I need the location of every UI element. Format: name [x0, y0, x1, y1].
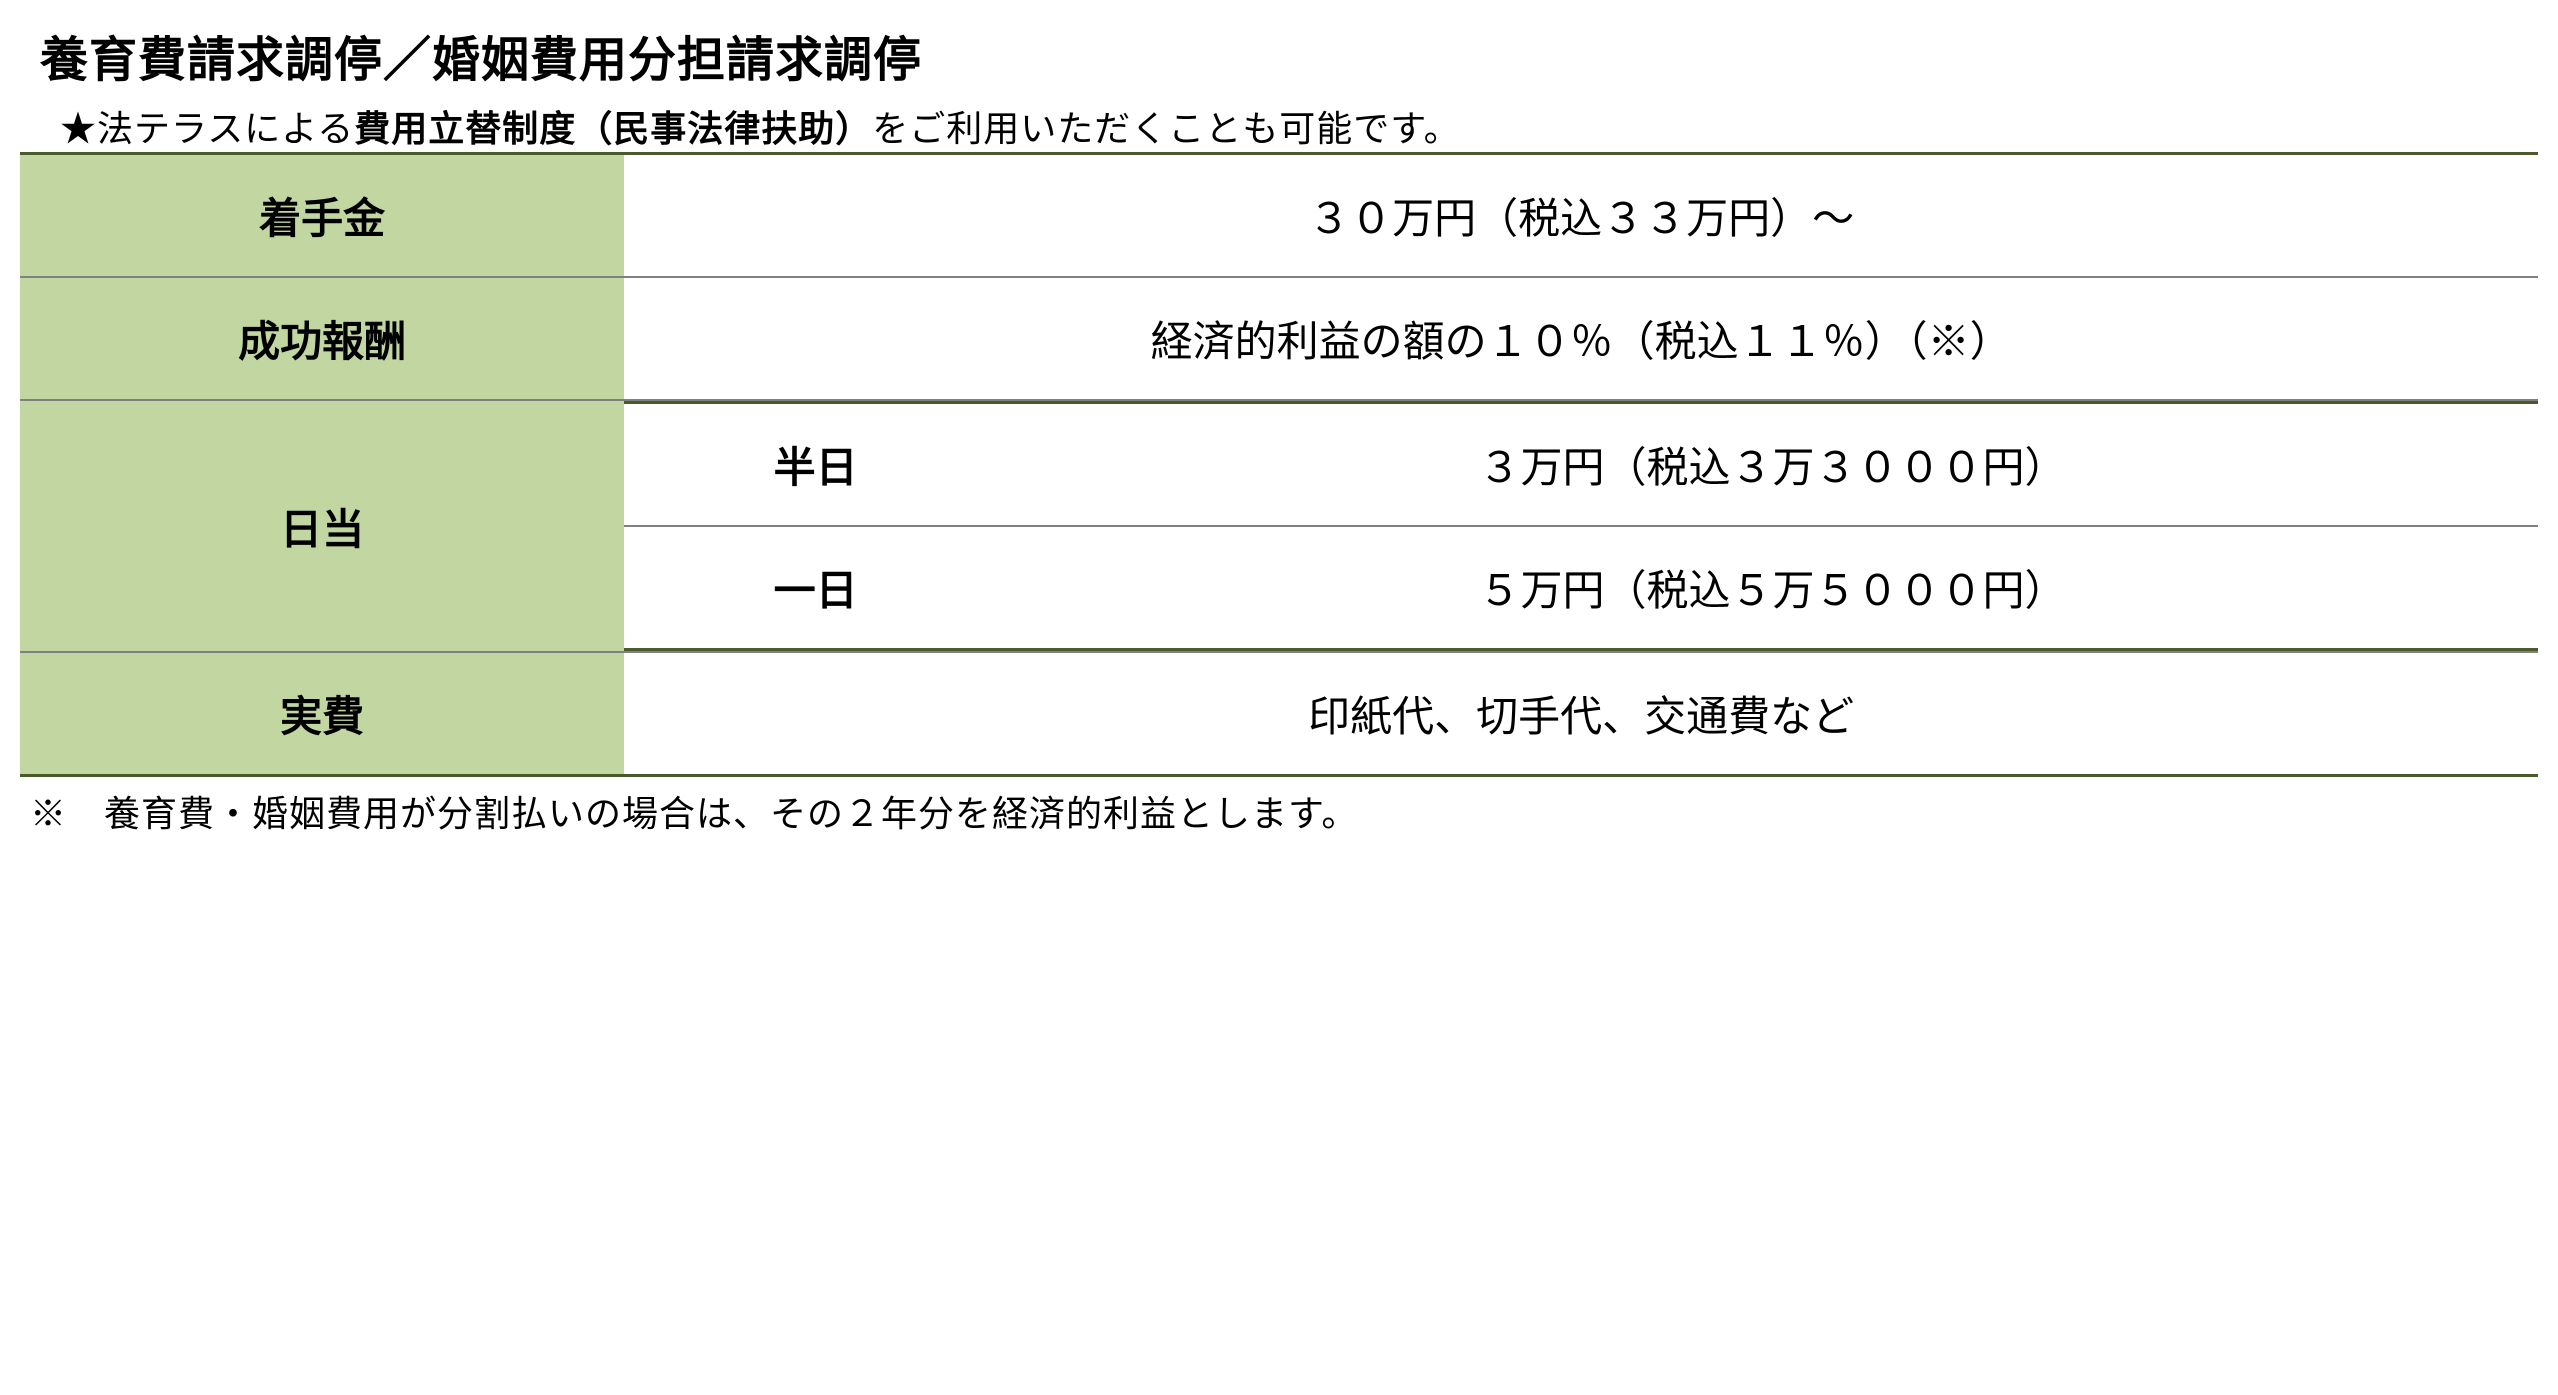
subrow-value: ５万円（税込５万５０００円） — [1007, 526, 2538, 650]
subtitle-prefix: ★法テラスによる — [60, 108, 354, 149]
subrow-label: 半日 — [624, 403, 1007, 527]
row-label: 着手金 — [20, 154, 624, 278]
row-label: 実費 — [20, 652, 624, 776]
fee-table: 着手金 ３０万円（税込３３万円）～ 成功報酬 経済的利益の額の１０％（税込１１％… — [20, 152, 2538, 777]
subrow-value: ３万円（税込３万３０００円） — [1007, 403, 2538, 527]
subrow-label: 一日 — [624, 526, 1007, 650]
footnote: ※ 養育費・婚姻費用が分割払いの場合は、その２年分を経済的利益とします。 — [30, 785, 2538, 837]
row-value: 印紙代、切手代、交通費など — [624, 652, 2538, 776]
table-row: 着手金 ３０万円（税込３３万円）～ — [20, 154, 2538, 278]
subtitle: ★法テラスによる費用立替制度（民事法律扶助）をご利用いただくことも可能です。 — [60, 100, 2538, 152]
subtitle-bold: 費用立替制度（民事法律扶助） — [354, 108, 872, 149]
table-row: 成功報酬 経済的利益の額の１０％（税込１１％）（※） — [20, 277, 2538, 400]
table-row: 日当 半日 ３万円（税込３万３０００円） 一日 ５万円（税込５万５０００円） — [20, 400, 2538, 652]
subrow-table: 半日 ３万円（税込３万３０００円） 一日 ５万円（税込５万５０００円） — [624, 401, 2538, 651]
table-subrow: 半日 ３万円（税込３万３０００円） — [624, 403, 2538, 527]
row-label: 成功報酬 — [20, 277, 624, 400]
subtitle-suffix: をご利用いただくことも可能です。 — [872, 108, 1460, 149]
row-value: 経済的利益の額の１０％（税込１１％）（※） — [624, 277, 2538, 400]
table-row: 実費 印紙代、切手代、交通費など — [20, 652, 2538, 776]
fee-table-container: 養育費請求調停／婚姻費用分担請求調停 ★法テラスによる費用立替制度（民事法律扶助… — [20, 20, 2538, 837]
row-value: ３０万円（税込３３万円）～ — [624, 154, 2538, 278]
table-subrow: 一日 ５万円（税込５万５０００円） — [624, 526, 2538, 650]
row-label: 日当 — [20, 400, 624, 652]
page-title: 養育費請求調停／婚姻費用分担請求調停 — [40, 20, 2538, 90]
